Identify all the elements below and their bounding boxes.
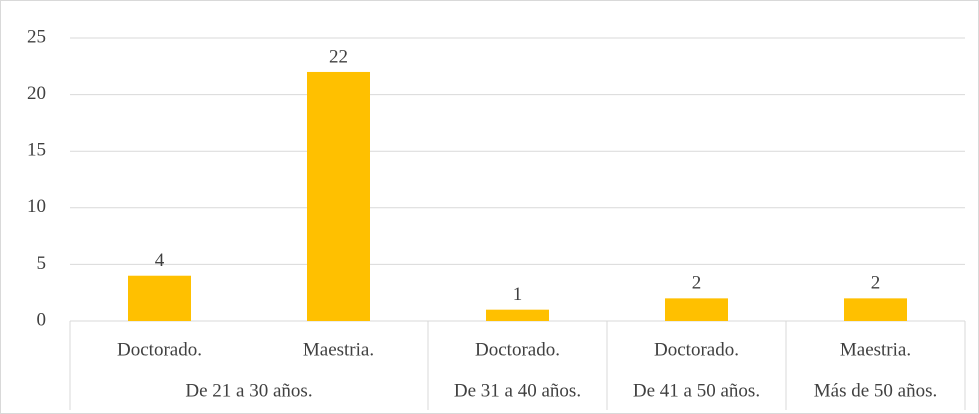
y-tick-label: 15 [27,140,46,161]
group-label: De 41 a 50 años. [633,380,760,401]
y-tick-label: 0 [37,309,47,330]
data-label: 22 [329,46,348,67]
group-label: Más de 50 años. [814,380,937,401]
x-tick-label: Doctorado. [117,339,202,360]
x-tick-label: Doctorado. [654,339,739,360]
group-label: De 31 a 40 años. [454,380,581,401]
group-label: De 21 a 30 años. [185,380,312,401]
bar [128,275,191,321]
x-tick-label: Doctorado. [475,339,560,360]
bar [486,309,549,321]
bar [844,298,907,321]
data-label: 4 [155,250,165,271]
data-label: 2 [692,273,702,294]
y-tick-label: 25 [27,26,46,47]
x-tick-label: Maestria. [303,339,374,360]
bar [665,298,728,321]
y-tick-label: 10 [27,196,46,217]
y-tick-label: 20 [27,83,46,104]
bar [307,71,370,322]
data-label: 1 [513,284,523,305]
data-label: 2 [871,273,881,294]
y-tick-label: 5 [37,253,47,274]
x-tick-label: Maestria. [840,339,911,360]
